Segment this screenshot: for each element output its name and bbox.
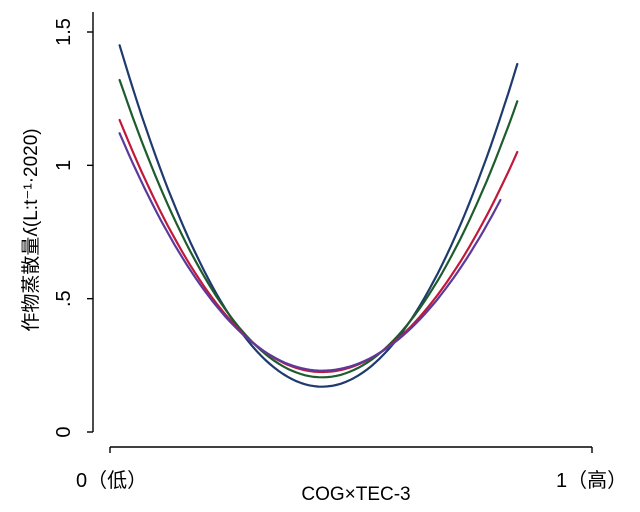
plot-area: 0 .5 1 1.5 0（低） 1（高） (53, 12, 627, 492)
x-tick-label: 0（低） (76, 469, 147, 492)
series-lines (118, 44, 519, 388)
y-axis-ticks: 0 .5 1 1.5 (53, 18, 93, 438)
y-tick-label: .5 (53, 290, 75, 307)
series-line-4 (118, 132, 502, 372)
y-tick-label: 1 (53, 160, 75, 171)
series-line-2 (118, 78, 519, 379)
x-axis-ticks: 0（低） 1（高） (76, 447, 627, 492)
x-axis-title: COG×TEC-3 (301, 484, 410, 505)
y-tick-label: 1.5 (53, 18, 75, 46)
y-axis-title: 作物蒸散量ʎ(L:t⁻¹·2020) (20, 128, 42, 331)
x-tick-label: 1（高） (556, 469, 627, 492)
y-tick-label: 0 (53, 426, 75, 437)
series-line-1 (118, 44, 519, 388)
series-line-3 (118, 118, 519, 374)
